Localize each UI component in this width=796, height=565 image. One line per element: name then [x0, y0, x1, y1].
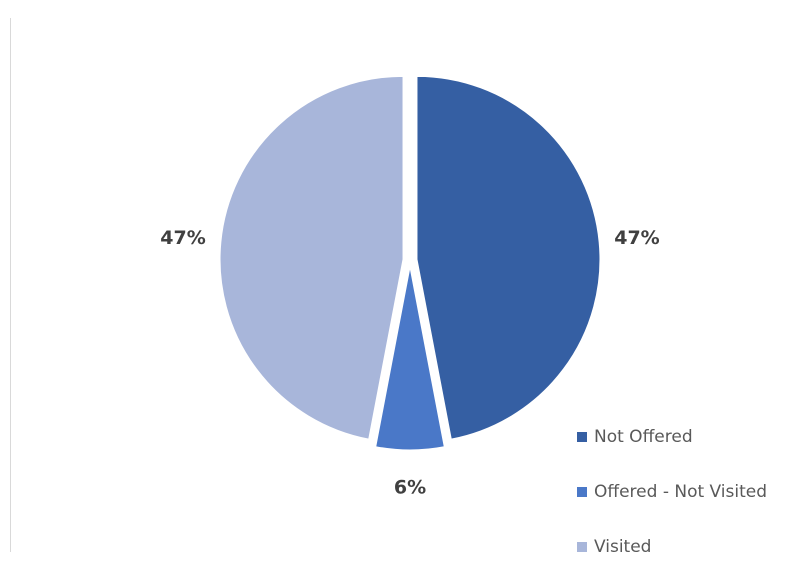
legend-swatch [577, 487, 587, 497]
pie-slice [416, 75, 601, 440]
legend-label: Not Offered [594, 427, 693, 447]
legend-label: Visited [594, 537, 651, 557]
legend-swatch [577, 432, 587, 442]
pie-slice [375, 266, 445, 451]
data-label: 47% [614, 227, 659, 249]
legend-label: Offered - Not Visited [594, 482, 767, 502]
data-label: 47% [160, 227, 205, 249]
pie-slice [219, 75, 404, 440]
legend-swatch [577, 542, 587, 552]
data-label: 6% [394, 477, 426, 499]
